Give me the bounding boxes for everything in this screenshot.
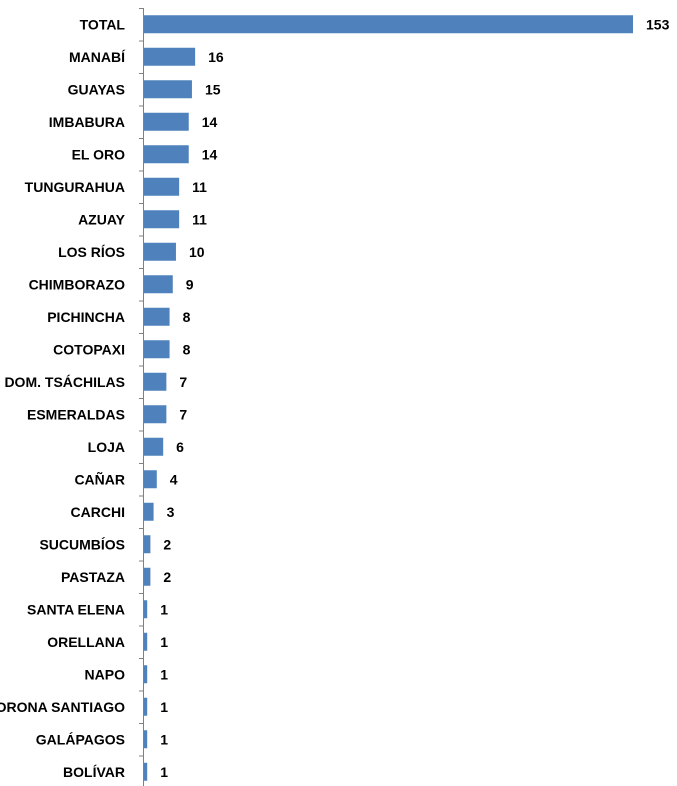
value-label: 15	[205, 81, 221, 97]
bar	[144, 340, 170, 359]
bar	[144, 600, 148, 619]
bar	[144, 210, 180, 229]
bar	[144, 80, 192, 99]
category-label: MORONA SANTIAGO	[0, 699, 125, 715]
value-label: 8	[183, 341, 191, 357]
bar	[144, 470, 157, 489]
value-label: 2	[163, 569, 171, 585]
category-label: LOJA	[88, 439, 125, 455]
bar	[144, 177, 180, 196]
category-label: PICHINCHA	[47, 309, 125, 325]
value-label: 1	[160, 601, 168, 617]
bar	[144, 15, 633, 34]
bar	[144, 372, 167, 391]
value-label: 1	[160, 666, 168, 682]
category-label: CAÑAR	[74, 470, 125, 487]
bar	[144, 535, 151, 554]
value-label: 8	[183, 309, 191, 325]
bar	[144, 762, 148, 781]
value-label: 7	[179, 406, 187, 422]
bar	[144, 275, 173, 294]
category-label: MANABÍ	[69, 49, 126, 65]
bar	[144, 632, 148, 651]
bar	[144, 665, 148, 684]
bars	[144, 15, 633, 781]
value-label: 1	[160, 764, 168, 780]
category-label: CARCHI	[71, 504, 125, 520]
value-label: 1	[160, 731, 168, 747]
category-label: CHIMBORAZO	[29, 276, 126, 292]
value-label: 2	[163, 536, 171, 552]
value-label: 1	[160, 634, 168, 650]
category-axis	[139, 8, 144, 786]
category-label: STO. DOM. TSÁCHILAS	[0, 374, 125, 390]
category-label: PASTAZA	[61, 569, 125, 585]
category-label: EL ORO	[72, 146, 126, 162]
value-label: 7	[179, 374, 187, 390]
value-label: 11	[192, 179, 207, 195]
category-label: IMBABURA	[49, 114, 125, 130]
category-label: TOTAL	[80, 16, 126, 32]
value-label: 3	[167, 504, 175, 520]
bar	[144, 567, 151, 586]
category-label: LOS RÍOS	[58, 244, 125, 260]
bar	[144, 112, 189, 131]
bar	[144, 307, 170, 326]
bar	[144, 437, 164, 456]
category-label: BOLÍVAR	[63, 764, 125, 780]
category-label: AZUAY	[78, 211, 126, 227]
bar	[144, 242, 176, 261]
category-label: ORELLANA	[47, 634, 125, 650]
category-label: COTOPAXI	[53, 341, 125, 357]
category-label: NAPO	[85, 666, 126, 682]
bar	[144, 47, 196, 66]
bar	[144, 730, 148, 749]
value-label: 9	[186, 276, 194, 292]
category-label: GALÁPAGOS	[36, 731, 125, 747]
bar	[144, 502, 154, 521]
value-label: 1	[160, 699, 168, 715]
category-label: ESMERALDAS	[27, 406, 125, 422]
value-label: 14	[202, 146, 218, 162]
value-label: 153	[646, 16, 670, 32]
category-label: TUNGURAHUA	[25, 179, 125, 195]
bar	[144, 145, 189, 164]
value-label: 4	[170, 471, 178, 487]
value-label: 6	[176, 439, 184, 455]
value-label: 11	[192, 211, 207, 227]
category-label: GUAYAS	[68, 81, 125, 97]
value-label: 16	[208, 49, 224, 65]
value-label: 14	[202, 114, 218, 130]
category-label: SUCUMBÍOS	[39, 536, 125, 552]
category-label: SANTA ELENA	[27, 601, 125, 617]
category-labels: TOTAL MANABÍ GUAYAS IMBABURA EL ORO TUNGURAHU…	[0, 16, 126, 780]
value-label: 10	[189, 244, 205, 260]
bar	[144, 405, 167, 424]
bar	[144, 697, 148, 716]
